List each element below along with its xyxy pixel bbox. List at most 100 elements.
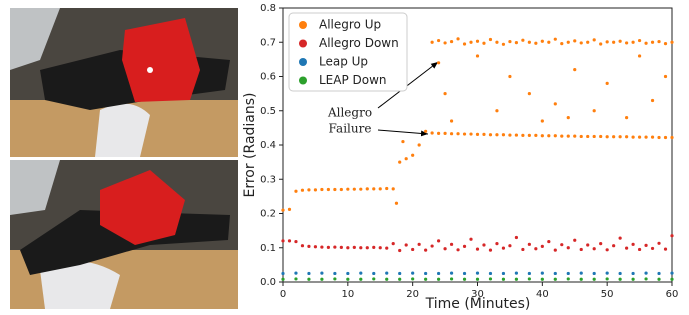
- point: [307, 272, 310, 275]
- point: [541, 119, 544, 122]
- point: [366, 187, 369, 190]
- point: [580, 278, 583, 281]
- point: [301, 189, 304, 192]
- point: [450, 40, 453, 43]
- point: [392, 187, 395, 190]
- legend-marker: [299, 21, 307, 29]
- point: [281, 208, 284, 211]
- point: [385, 271, 388, 274]
- point: [625, 116, 628, 119]
- point: [359, 278, 362, 281]
- point: [443, 132, 446, 135]
- point: [599, 135, 602, 138]
- point: [515, 278, 518, 281]
- point: [301, 244, 304, 247]
- point: [580, 271, 583, 274]
- point: [651, 41, 654, 44]
- point: [411, 277, 414, 280]
- point: [502, 133, 505, 136]
- point: [463, 272, 466, 275]
- point: [657, 242, 660, 245]
- photo-top: [10, 8, 238, 157]
- point: [508, 133, 511, 136]
- x-tick-label: 10: [341, 289, 354, 300]
- legend-marker: [299, 58, 307, 66]
- point: [482, 243, 485, 246]
- point: [482, 42, 485, 45]
- legend-marker: [299, 40, 307, 48]
- point: [521, 39, 524, 42]
- point: [567, 277, 570, 280]
- point: [469, 238, 472, 241]
- point: [664, 136, 667, 139]
- photo-bottom: [10, 160, 238, 309]
- point: [418, 143, 421, 146]
- point: [281, 239, 284, 242]
- point: [327, 246, 330, 249]
- point: [547, 240, 550, 243]
- point: [593, 38, 596, 41]
- point: [606, 82, 609, 85]
- point: [528, 134, 531, 137]
- point: [625, 41, 628, 44]
- point: [333, 277, 336, 280]
- point: [515, 41, 518, 44]
- point: [443, 41, 446, 44]
- point: [401, 140, 404, 143]
- point: [320, 278, 323, 281]
- point: [651, 99, 654, 102]
- point: [463, 42, 466, 45]
- point: [281, 272, 284, 275]
- point: [593, 109, 596, 112]
- y-axis-title: Error (Radians): [242, 92, 258, 197]
- point: [469, 41, 472, 44]
- point: [346, 272, 349, 275]
- point: [528, 41, 531, 44]
- annotation: Allegro: [327, 106, 372, 120]
- y-tick-label: 0.1: [260, 243, 276, 254]
- point: [463, 132, 466, 135]
- point: [593, 135, 596, 138]
- point: [437, 132, 440, 135]
- point: [528, 272, 531, 275]
- x-tick-label: 40: [536, 289, 549, 300]
- point: [405, 157, 408, 160]
- point: [372, 277, 375, 280]
- point: [644, 244, 647, 247]
- point: [281, 278, 284, 281]
- point: [424, 249, 427, 252]
- point: [320, 245, 323, 248]
- legend-label: LEAP Down: [319, 73, 387, 87]
- figure: Time (Minutes) Error (Radians) Allegro F…: [0, 0, 689, 315]
- point: [515, 236, 518, 239]
- point: [619, 40, 622, 43]
- point: [437, 61, 440, 64]
- point: [502, 246, 505, 249]
- point: [612, 41, 615, 44]
- point: [456, 248, 459, 251]
- point: [528, 277, 531, 280]
- point: [385, 278, 388, 281]
- point: [625, 135, 628, 138]
- point: [521, 134, 524, 137]
- point: [508, 40, 511, 43]
- point: [606, 248, 609, 251]
- y-tick-label: 0.6: [260, 72, 276, 83]
- y-tick-label: 0.4: [260, 140, 276, 151]
- point: [547, 41, 550, 44]
- point: [638, 248, 641, 251]
- point: [625, 246, 628, 249]
- legend-label: Allegro Down: [319, 36, 399, 50]
- point: [489, 249, 492, 252]
- point: [288, 208, 291, 211]
- point: [644, 271, 647, 274]
- point: [580, 41, 583, 44]
- point: [554, 249, 557, 252]
- point: [554, 38, 557, 41]
- point: [554, 134, 557, 137]
- point: [320, 271, 323, 274]
- point: [346, 278, 349, 281]
- point: [508, 244, 511, 247]
- point: [534, 134, 537, 137]
- point: [541, 134, 544, 137]
